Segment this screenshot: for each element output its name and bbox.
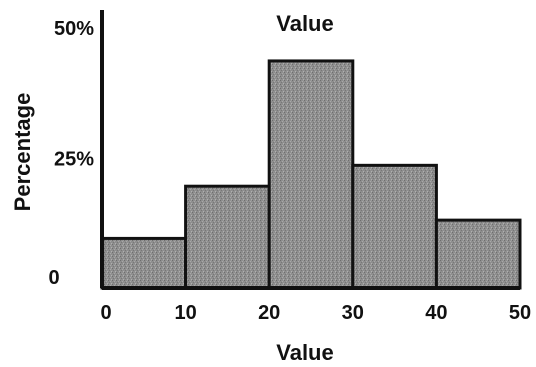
- chart-title: Value: [276, 11, 333, 36]
- histogram-bar-30-40: [351, 163, 438, 290]
- x-tick-label: 20: [258, 302, 280, 324]
- histogram-bar-20-30: [267, 59, 355, 290]
- x-axis-label: Value: [276, 340, 333, 365]
- y-tick-label: 25%: [54, 149, 94, 171]
- x-tick-label: 10: [174, 302, 196, 324]
- y-tick-label: 50%: [54, 18, 94, 40]
- x-tick-label: 50: [509, 302, 531, 324]
- y-axis-label: Percentage: [10, 93, 35, 212]
- x-tick-labels: 0 10 20 30 40 50: [100, 302, 531, 324]
- histogram-bar-40-50: [434, 218, 522, 290]
- x-tick-label: 0: [100, 302, 111, 324]
- y-tick-labels: 0 25% 50%: [48, 18, 94, 289]
- histogram-bars: [100, 59, 522, 290]
- x-tick-label: 30: [342, 302, 364, 324]
- histogram-bar-10-20: [184, 184, 271, 290]
- x-tick-label: 40: [425, 302, 447, 324]
- histogram-bar-0-10: [100, 236, 188, 290]
- y-tick-label: 0: [48, 267, 59, 289]
